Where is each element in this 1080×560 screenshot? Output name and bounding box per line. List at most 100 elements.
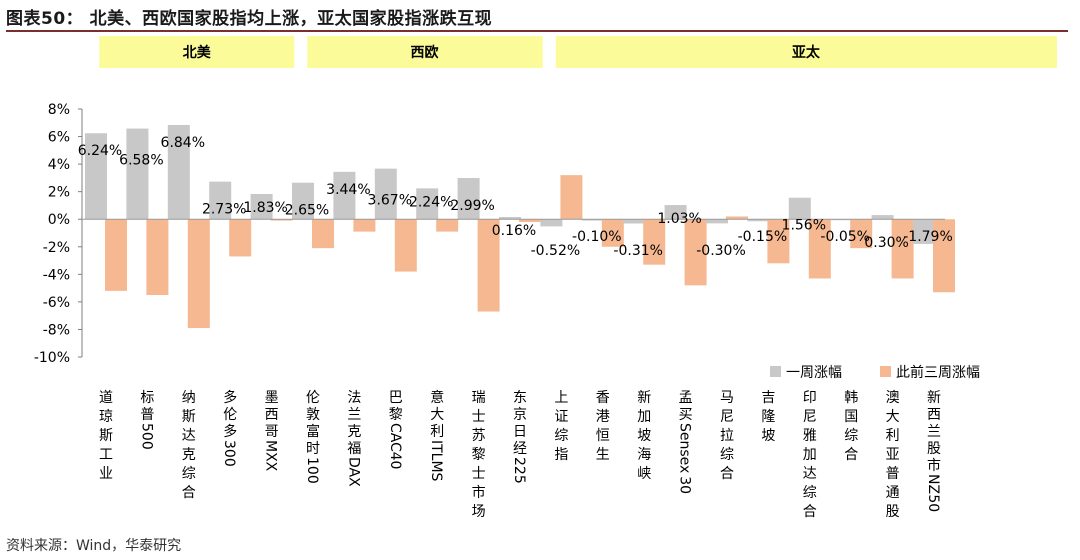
x-label-char: 琼 [99,409,113,425]
bar-one-week [374,168,397,220]
chart-title: 图表50： 北美、西欧国家股指均上涨，亚太国家股指涨跌互现 [6,9,493,29]
x-label-char: 经 [513,441,527,457]
x-label-char: 股 [886,504,900,520]
x-label-char: 韩 [844,390,858,406]
value-label: 1.03% [657,211,701,227]
x-label-run: 225 [511,457,527,484]
value-label: 1.83% [243,200,287,216]
x-label-char: 业 [99,466,113,482]
x-label-char: 综 [803,485,817,501]
bar-prior-three-weeks [394,219,417,272]
x-label-run: ITLMS [428,440,444,482]
x-label-run: CAC [387,423,403,452]
x-label-char: 兰 [347,407,361,423]
x-axis-labels: 道琼斯工业标普500纳斯达克综合多伦多300墨西哥MXX伦敦富时100法兰克福D… [99,389,941,520]
y-tick-label: -2% [43,240,70,256]
x-label-char: 巴 [389,390,403,406]
bar-prior-three-weeks [933,219,955,293]
x-label-run: DAX [345,457,361,487]
value-label: 6.58% [119,153,163,169]
value-label: 3.67% [368,193,412,209]
region-band [306,36,543,68]
x-label-char: 西 [265,407,279,423]
bar-prior-three-weeks [767,219,790,264]
x-label-char: 士 [472,466,486,482]
x-label-char: 纳 [182,390,196,406]
bar-prior-three-weeks [808,219,831,279]
x-label-char: 拉 [720,428,734,444]
y-tick-label: 4% [48,157,70,173]
x-label-run: 300 [221,440,237,467]
y-tick-label: 6% [48,130,70,146]
bar-prior-three-weeks [436,219,459,232]
x-label-char: 西 [927,407,941,423]
x-label-char: 大 [886,409,900,425]
bar-one-week [457,178,480,220]
value-label: 1.56% [782,218,826,234]
bar-one-week [747,219,770,222]
bar-one-week [871,215,894,220]
x-label-char: 雅 [803,428,817,444]
region-label: 西欧 [411,44,439,61]
value-label: 6.24% [78,143,122,159]
x-label-run: 40 [387,452,403,470]
x-label-char: 上 [554,390,568,406]
value-label: 2.99% [450,198,494,214]
x-label-char: 国 [844,409,858,425]
x-label-char: 买 [679,407,693,423]
y-tick-label: -4% [43,267,70,283]
bar-one-week [333,171,356,220]
x-label-char: 东 [513,390,527,406]
x-label-char: 多 [223,389,237,406]
bar-prior-three-weeks [891,219,914,279]
y-tick-label: -6% [43,295,70,311]
bar-one-week [581,219,604,221]
bar-one-week [499,217,521,220]
value-label: -0.30% [696,243,746,259]
x-label-char: 合 [182,485,196,501]
x-label-char: 利 [430,424,444,440]
legend-label: 一周涨幅 [786,365,842,381]
x-label-char: 合 [844,447,858,463]
region-label: 北美 [183,44,212,61]
x-label-char: 利 [886,428,900,444]
legend: 一周涨幅 此前三周涨幅 [770,364,980,381]
x-label-char: 黎 [472,447,486,463]
bar-one-week [416,188,439,220]
x-label-char: 马 [720,390,734,406]
x-label-char: 哥 [265,424,279,440]
x-label-char: 尼 [720,409,734,425]
value-label: 0.30% [864,235,908,251]
source-note: 资料来源：Wind，华泰研究 [6,538,182,554]
x-label-char: 生 [596,447,610,463]
bar-prior-three-weeks [643,219,666,265]
x-label-char: 富 [306,423,320,440]
value-label: -0.52% [531,243,581,259]
x-label-char: 合 [720,466,734,482]
x-label-char: 伦 [306,390,320,406]
x-label-char: 股 [927,441,941,457]
bar-prior-three-weeks [229,219,252,257]
value-label: -0.31% [613,243,663,259]
x-label-run: MXX [263,440,279,472]
region-band [99,36,295,68]
y-tick-label: -8% [43,322,70,338]
bar-prior-three-weeks [850,219,873,249]
x-label-char: 达 [182,428,196,444]
x-label-char: 综 [844,428,858,444]
bar-one-week [540,219,563,227]
legend-swatch [880,366,891,377]
bar-one-week [292,182,314,220]
